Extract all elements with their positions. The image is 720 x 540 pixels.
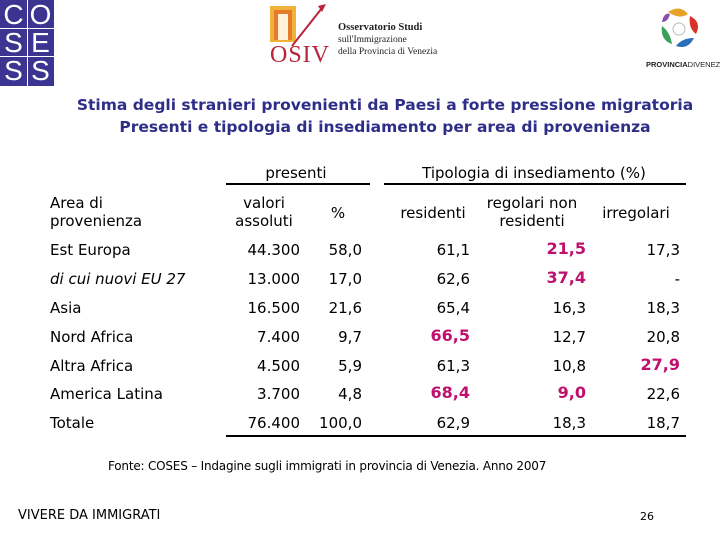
osiv-line: Osservatorio Studi bbox=[338, 22, 423, 33]
osiv-wordmark: OSIV bbox=[270, 42, 331, 68]
row-regolari: 10,8 bbox=[552, 357, 586, 375]
row-pct: 9,7 bbox=[338, 328, 362, 346]
row-regolari: 18,3 bbox=[552, 414, 586, 432]
col-header-irregolari: irregolari bbox=[602, 204, 670, 222]
page-number: 26 bbox=[640, 510, 654, 523]
provincia-emblem-icon bbox=[661, 8, 698, 47]
coses-letter: E bbox=[31, 27, 50, 58]
row-residenti: 62,6 bbox=[436, 270, 470, 288]
provincia-light-text: DIVENEZIA bbox=[687, 60, 720, 69]
row-area: Totale bbox=[50, 414, 95, 432]
row-regolari: 16,3 bbox=[552, 299, 586, 317]
row-residenti: 61,3 bbox=[436, 357, 470, 375]
table-bottom-rule bbox=[226, 435, 686, 437]
row-regolari: 37,4 bbox=[546, 268, 586, 287]
row-irregolari: 18,7 bbox=[646, 414, 680, 432]
row-irregolari: - bbox=[674, 270, 680, 288]
osiv-text: Osservatorio Studi sull'Immigrazione del… bbox=[338, 22, 437, 58]
provincia-bold-text: PROVINCIA bbox=[646, 60, 688, 69]
row-regolari: 9,0 bbox=[557, 383, 586, 402]
row-valori: 13.000 bbox=[247, 270, 301, 288]
group-header-presenti: presenti bbox=[265, 164, 327, 182]
coses-grid-line bbox=[0, 56, 54, 57]
row-valori: 3.700 bbox=[257, 385, 300, 403]
row-regolari: 21,5 bbox=[546, 239, 586, 258]
osiv-line: sull'Immigrazione bbox=[338, 35, 407, 45]
row-area: Altra Africa bbox=[50, 357, 134, 375]
coses-grid-line bbox=[27, 0, 28, 86]
row-pct: 17,0 bbox=[328, 270, 362, 288]
coses-letter: O bbox=[29, 0, 52, 30]
row-residenti: 61,1 bbox=[436, 241, 470, 259]
row-irregolari: 18,3 bbox=[646, 299, 680, 317]
coses-logo: C O S E S S bbox=[0, 0, 54, 86]
provincia-wordmark: PROVINCIADIVENEZIA bbox=[646, 60, 720, 69]
row-irregolari: 17,3 bbox=[646, 241, 680, 259]
row-residenti: 66,5 bbox=[430, 326, 470, 345]
provincia-logo: PROVINCIADIVENEZIA bbox=[644, 4, 720, 70]
col-header-residenti: residenti bbox=[400, 204, 466, 222]
row-regolari: 12,7 bbox=[552, 328, 586, 346]
row-irregolari: 22,6 bbox=[646, 385, 680, 403]
osiv-logo: OSIV Osservatorio Studi sull'Immigrazion… bbox=[262, 2, 452, 72]
row-valori: 4.500 bbox=[257, 357, 300, 375]
col-header-area: Area di provenienza bbox=[50, 194, 143, 230]
col-header-valori: valori assoluti bbox=[235, 194, 293, 230]
row-valori: 7.400 bbox=[257, 328, 300, 346]
row-area: di cui nuovi EU 27 bbox=[50, 270, 186, 288]
row-residenti: 62,9 bbox=[436, 414, 470, 432]
row-pct: 58,0 bbox=[328, 241, 362, 259]
row-pct: 5,9 bbox=[338, 357, 362, 375]
row-valori: 44.300 bbox=[247, 241, 301, 259]
group-header-tipologia: Tipologia di insediamento (%) bbox=[422, 164, 646, 182]
title-line-2: Presenti e tipologia di insediamento per… bbox=[119, 118, 651, 136]
rule-tipologia bbox=[384, 183, 686, 185]
title-line-1: Stima degli stranieri provenienti da Pae… bbox=[76, 96, 694, 114]
row-pct: 21,6 bbox=[328, 299, 362, 317]
row-area: Est Europa bbox=[50, 241, 131, 259]
row-pct: 100,0 bbox=[319, 414, 362, 432]
row-residenti: 65,4 bbox=[436, 299, 470, 317]
col-header-regolari: regolari non residenti bbox=[486, 194, 578, 230]
footer-section-title: VIVERE DA IMMIGRATI bbox=[18, 508, 161, 523]
row-valori: 76.400 bbox=[247, 414, 301, 432]
row-pct: 4,8 bbox=[338, 385, 362, 403]
coses-grid-line bbox=[0, 28, 54, 29]
col-header-pct: % bbox=[330, 204, 346, 222]
source-note: Fonte: COSES – Indagine sugli immigrati … bbox=[108, 459, 547, 473]
row-valori: 16.500 bbox=[247, 299, 301, 317]
row-area: Nord Africa bbox=[50, 328, 134, 346]
osiv-emblem-icon bbox=[270, 4, 326, 47]
coses-letter: S bbox=[4, 55, 23, 86]
row-irregolari: 27,9 bbox=[640, 355, 680, 374]
coses-letter: S bbox=[4, 27, 23, 58]
row-residenti: 68,4 bbox=[430, 383, 470, 402]
row-irregolari: 20,8 bbox=[646, 328, 680, 346]
coses-letter: C bbox=[3, 0, 24, 30]
osiv-line: della Provincia di Venezia bbox=[338, 47, 438, 57]
row-area: America Latina bbox=[50, 385, 163, 403]
coses-letter: S bbox=[31, 55, 50, 86]
row-area: Asia bbox=[50, 299, 82, 317]
rule-presenti bbox=[226, 183, 370, 185]
